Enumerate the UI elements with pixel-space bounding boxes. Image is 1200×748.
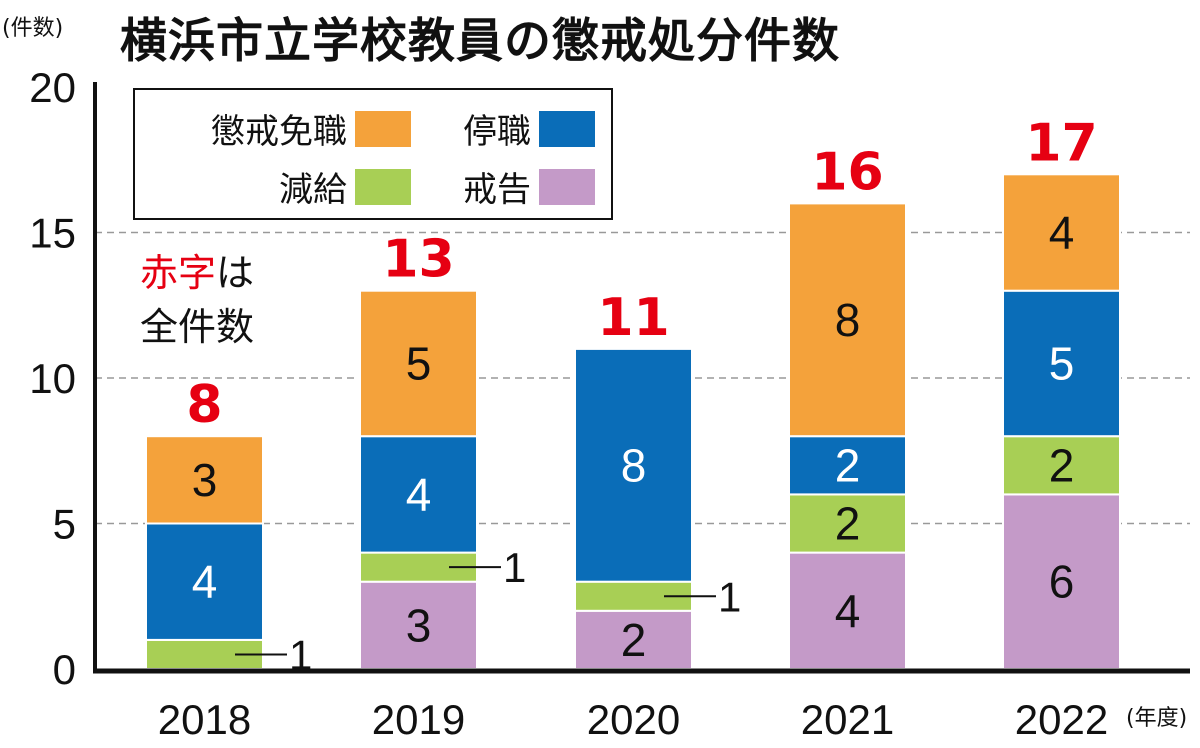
legend-label: 戒告 <box>463 170 531 210</box>
legend-item-reprimand: 戒告 <box>463 162 595 211</box>
data-label: 1 <box>718 573 741 620</box>
bar-segment <box>145 522 264 641</box>
chart-title: 横浜市立学校教員の懲戒処分件数 <box>120 14 840 69</box>
totals-note: 赤字は 全件数 <box>140 246 254 354</box>
y-tick-label: 5 <box>53 501 76 548</box>
total-label: 16 <box>811 142 883 202</box>
legend-item-suspension: 停職 <box>463 104 595 153</box>
data-label: 2 <box>621 614 647 666</box>
data-label: 2 <box>1049 439 1075 491</box>
bar-segment <box>1002 173 1121 292</box>
total-label: 8 <box>186 375 222 435</box>
bar-segment <box>574 347 693 583</box>
data-label: 1 <box>503 544 526 591</box>
bar-segment <box>788 493 907 554</box>
data-label: 5 <box>1049 337 1075 389</box>
legend-label: 停職 <box>463 112 531 152</box>
y-tick-label: 0 <box>53 646 76 693</box>
data-label: 4 <box>406 468 432 520</box>
y-tick-label: 10 <box>29 355 76 402</box>
total-label: 17 <box>1025 113 1097 173</box>
data-label: 4 <box>1049 207 1075 259</box>
legend-label: 懲戒免職 <box>211 112 347 152</box>
legend: 懲戒免職 停職 減給 戒告 <box>133 88 613 220</box>
bar-segment <box>788 551 907 670</box>
x-tick-label: 2020 <box>587 696 680 743</box>
legend-item-dismissal: 懲戒免職 <box>211 104 411 153</box>
legend-label: 減給 <box>279 170 347 210</box>
bar-segment <box>1002 493 1121 670</box>
total-label: 11 <box>597 288 669 348</box>
data-label: 3 <box>406 599 432 651</box>
x-tick-label: 2018 <box>158 696 251 743</box>
legend-swatch <box>355 168 411 205</box>
bar-segment <box>359 289 478 438</box>
y-tick-label: 15 <box>29 210 76 257</box>
y-tick-label: 20 <box>29 64 76 111</box>
bar-segment <box>788 202 907 438</box>
data-label: 4 <box>192 556 218 608</box>
note-red-text: 赤字 <box>140 251 217 295</box>
data-label: 4 <box>835 585 861 637</box>
total-label: 13 <box>382 230 454 290</box>
bar-segment <box>145 435 264 525</box>
legend-swatch <box>539 168 595 205</box>
data-label: 3 <box>192 454 218 506</box>
data-label: 2 <box>835 498 861 550</box>
legend-swatch <box>539 110 595 147</box>
note-text-line2: 全件数 <box>140 305 255 349</box>
data-label: 6 <box>1049 556 1075 608</box>
x-axis-unit: (年度) <box>1126 706 1188 731</box>
legend-item-pay-cut: 減給 <box>279 162 411 211</box>
bar-segment <box>1002 435 1121 496</box>
note-text: は <box>216 251 255 295</box>
x-tick-label: 2022 <box>1015 696 1108 743</box>
data-label: 8 <box>835 294 861 346</box>
y-axis-unit: (件数) <box>2 16 64 41</box>
bar-segment <box>574 609 693 670</box>
legend-swatch <box>355 110 411 147</box>
x-tick-label: 2019 <box>372 696 465 743</box>
data-label: 2 <box>835 439 861 491</box>
x-tick-label: 2021 <box>801 696 894 743</box>
data-label: 1 <box>289 631 312 678</box>
data-label: 5 <box>406 337 432 389</box>
data-label: 8 <box>621 439 647 491</box>
